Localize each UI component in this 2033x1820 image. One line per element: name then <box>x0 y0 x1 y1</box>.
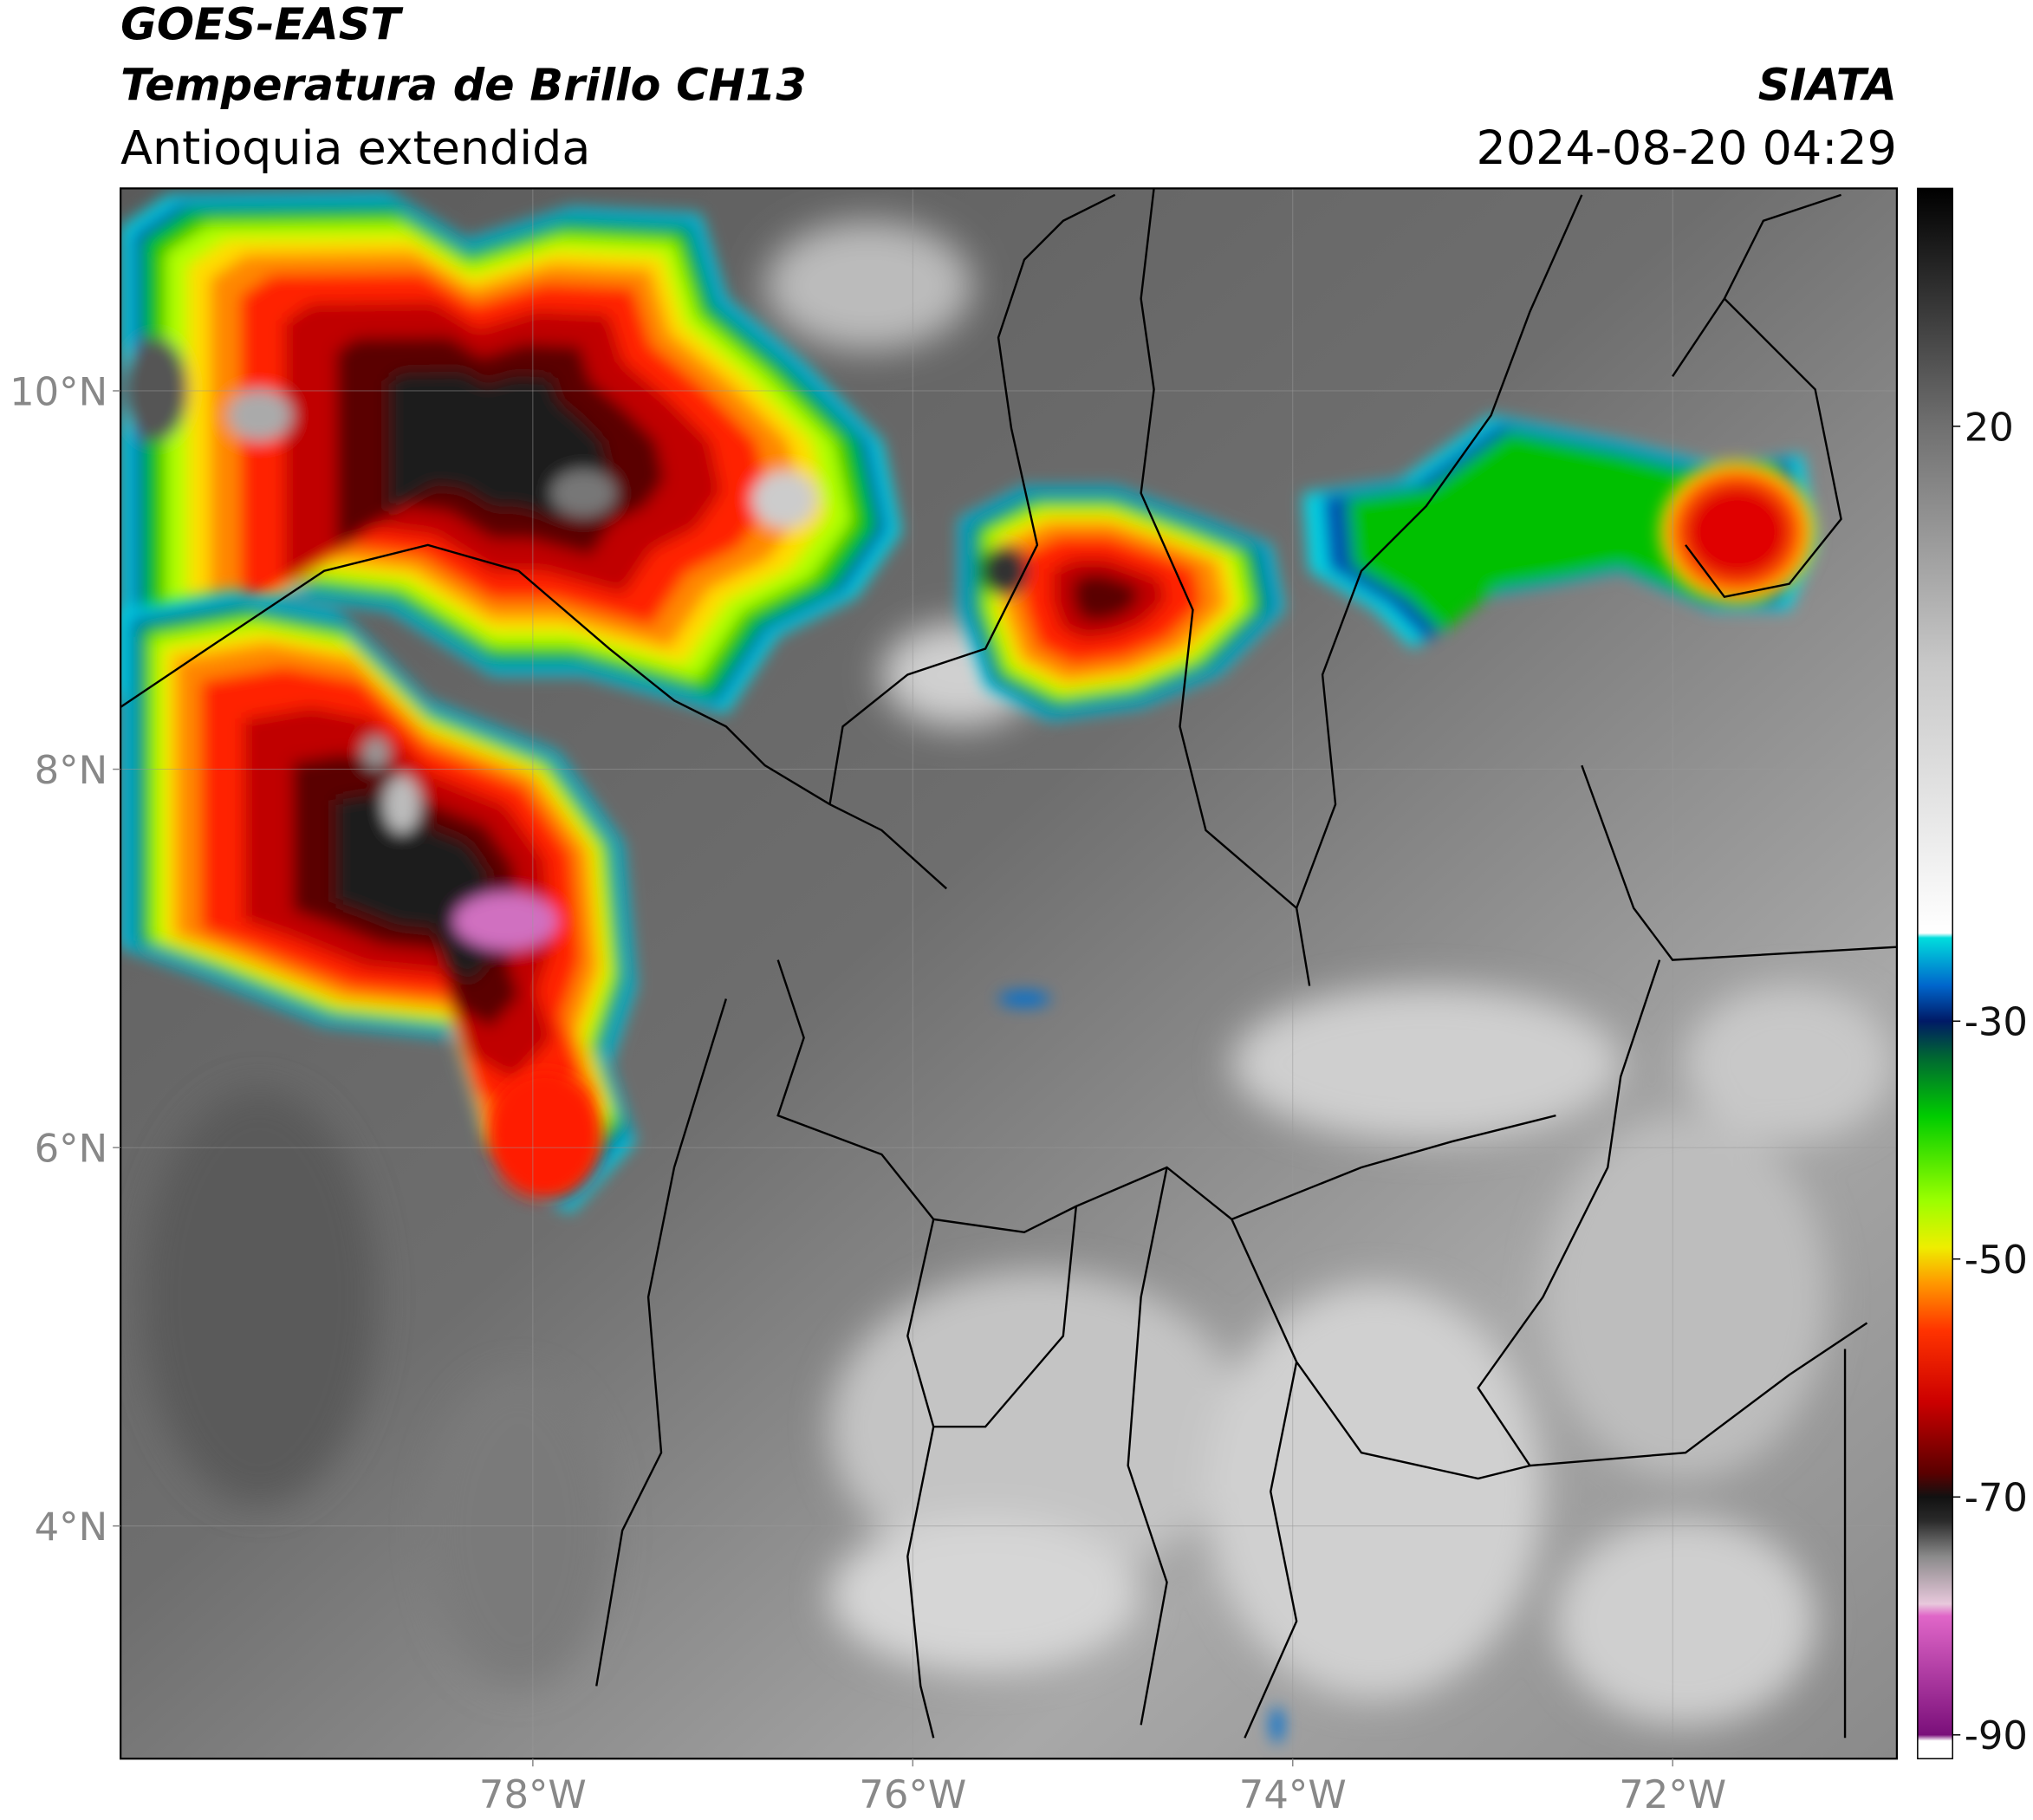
colorbar-tick-label: -90 <box>1965 1713 2028 1758</box>
border-line <box>906 1219 935 1739</box>
border-line <box>1296 194 1583 909</box>
border-line <box>1140 188 1311 986</box>
colorbar-tick-label: 20 <box>1965 404 2014 450</box>
y-tick-label: 6°N <box>35 1126 108 1172</box>
storm-core <box>453 892 558 950</box>
x-tick-label: 72°W <box>1619 1771 1726 1817</box>
storm <box>1302 415 1815 649</box>
cloud-texture <box>142 220 1893 1726</box>
storm <box>120 590 636 1213</box>
storm <box>959 486 1284 720</box>
colorbar-scale <box>1917 187 1953 1759</box>
border-line <box>828 193 1116 805</box>
storm-core <box>226 389 292 442</box>
y-tick-label: 4°N <box>35 1504 108 1550</box>
storm-core <box>1686 485 1789 579</box>
satellite-title: GOES-EAST <box>120 0 404 49</box>
region-subtitle: Antioquia extendida <box>120 120 590 175</box>
storm-layer <box>120 192 1815 1744</box>
storm-core <box>550 470 616 517</box>
storm-core <box>998 991 1050 1007</box>
colorbar-tick-label: -50 <box>1965 1237 2028 1283</box>
border-line <box>1127 1167 1168 1726</box>
storm-core <box>362 737 389 769</box>
border-line <box>1244 1362 1298 1739</box>
map-frame <box>120 187 1899 1760</box>
storm-core <box>383 776 420 833</box>
border-line <box>120 543 948 890</box>
border-line <box>1581 764 1897 961</box>
agency-label: SIATA <box>1758 60 1897 111</box>
x-tick-label: 78°W <box>479 1771 587 1817</box>
border-line <box>776 959 1556 1234</box>
x-tick-label: 74°W <box>1239 1771 1347 1817</box>
storm-core <box>1270 1706 1284 1744</box>
storm-ring <box>1073 575 1139 622</box>
storm-core <box>981 544 1029 597</box>
storm-core <box>751 471 817 529</box>
border-line <box>595 998 728 1687</box>
map-area <box>120 188 1897 1759</box>
border-line <box>1477 959 1868 1467</box>
y-tick-label: 8°N <box>35 747 108 793</box>
storm-ring <box>335 794 490 982</box>
colorbar-tick-label: -70 <box>1965 1475 2028 1521</box>
product-title: Temperatura de Brillo CH13 <box>120 60 807 111</box>
storm <box>486 460 1815 1744</box>
grid <box>120 188 1897 1759</box>
axes: 78°W 76°W 74°W 72°W 4°N 6°N 8°N 10°N <box>10 368 1726 1817</box>
x-tick-label: 76°W <box>859 1771 966 1817</box>
colorbar-tick-label: -30 <box>1965 999 2028 1045</box>
border-line <box>1231 1219 1530 1480</box>
colorbar: 20 -30 -50 -70 -90 <box>1917 187 2028 1759</box>
border-line <box>1672 193 1841 377</box>
storm <box>120 192 901 714</box>
borders <box>120 188 1897 1739</box>
datetime-label: 2024-08-20 04:29 <box>1477 120 1897 175</box>
border-line <box>933 1206 1078 1428</box>
storm-ring <box>1347 432 1789 633</box>
y-tick-label: 10°N <box>10 368 107 414</box>
storm-ring <box>388 371 607 518</box>
border-line <box>1685 297 1842 598</box>
storm-core <box>123 337 188 442</box>
storm-core <box>486 1069 603 1200</box>
